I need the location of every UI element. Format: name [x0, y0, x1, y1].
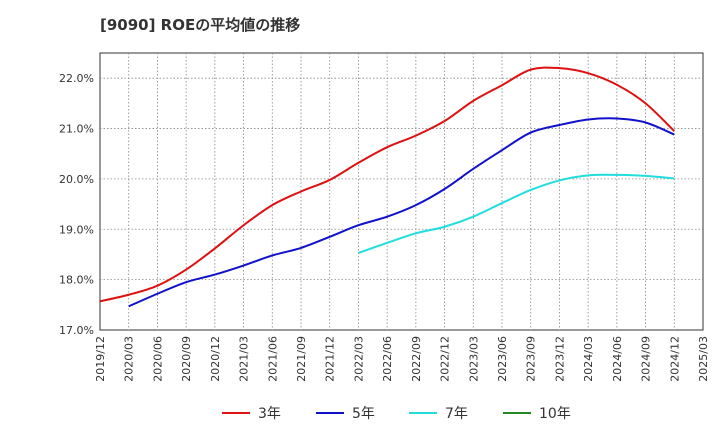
x-tick-label: 2023/09 [525, 336, 538, 382]
legend-label-2: 5年 [352, 406, 375, 422]
x-tick-label: 2022/03 [352, 336, 365, 382]
x-axis-ticks: 2019/12 2020/03 2020/06 2020/09 2020/12 2021/… [94, 336, 710, 382]
x-tick-label: 2020/06 [151, 336, 164, 382]
legend-label-3: 7年 [445, 406, 468, 422]
x-tick-label: 2023/12 [553, 336, 566, 382]
legend-label-1: 3年 [258, 406, 281, 422]
x-tick-label: 2022/09 [410, 336, 423, 382]
x-tick-label: 2024/03 [582, 336, 595, 382]
x-tick-label: 2020/09 [180, 336, 193, 382]
x-tick-label: 2019/12 [94, 336, 107, 382]
y-tick-label: 17.0% [59, 324, 94, 337]
x-tick-label: 2021/06 [266, 336, 279, 382]
x-tick-label: 2020/03 [123, 336, 136, 382]
series-line-2 [128, 117, 675, 308]
y-tick-label: 19.0% [59, 223, 94, 236]
legend: 3年 5年 7年 10年 [222, 406, 571, 422]
grid-lines [100, 53, 703, 330]
x-tick-label: 2020/12 [209, 336, 222, 382]
y-tick-label: 20.0% [59, 173, 94, 186]
series-line-3 [358, 173, 675, 254]
x-tick-label: 2023/03 [467, 336, 480, 382]
y-tick-label: 18.0% [59, 274, 94, 287]
x-tick-label: 2025/03 [697, 336, 710, 382]
y-tick-label: 21.0% [59, 123, 94, 136]
x-tick-label: 2024/06 [611, 336, 624, 382]
plot-area [99, 52, 704, 331]
y-tick-label: 22.0% [59, 72, 94, 85]
x-tick-label: 2024/09 [640, 336, 653, 382]
series-lines [99, 66, 675, 308]
x-tick-label: 2021/09 [295, 336, 308, 382]
x-tick-label: 2021/03 [238, 336, 251, 382]
series-line-1 [99, 66, 675, 303]
legend-label-4: 10年 [539, 406, 571, 422]
x-tick-label: 2022/06 [381, 336, 394, 382]
x-tick-label: 2023/06 [496, 336, 509, 382]
x-tick-label: 2021/12 [324, 336, 337, 382]
x-tick-label: 2022/12 [439, 336, 452, 382]
chart-title: [9090] ROEの平均値の推移 [100, 16, 300, 34]
y-axis-ticks: 17.0% 18.0% 19.0% 20.0% 21.0% 22.0% [59, 72, 94, 337]
x-tick-label: 2024/12 [668, 336, 681, 382]
